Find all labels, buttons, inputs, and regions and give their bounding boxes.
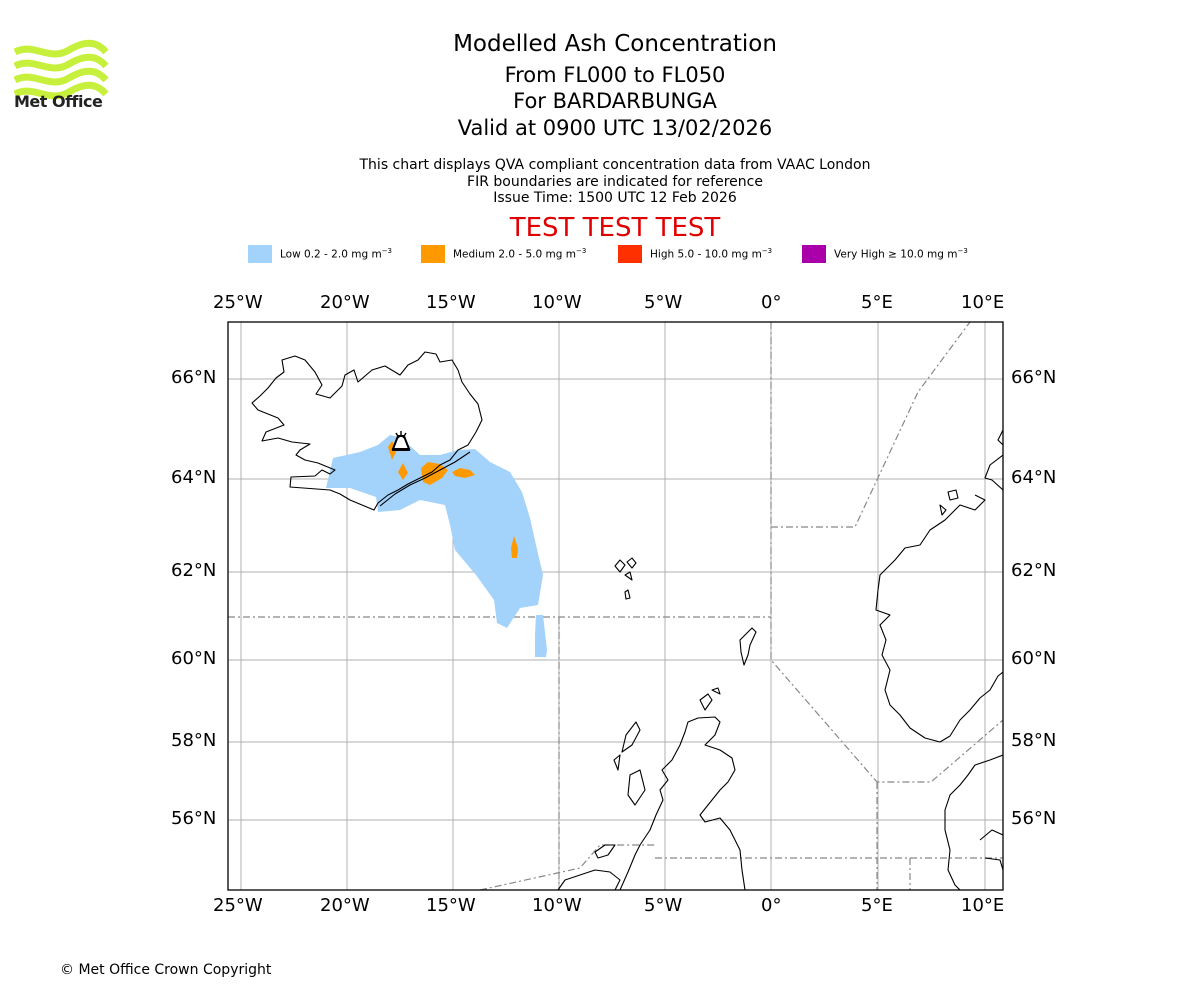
lat-tick-right-66n: 66°N <box>1011 367 1057 388</box>
lat-tick-left-64n: 64°N <box>171 467 217 488</box>
lon-tick-bottom-5e: 5°E <box>861 895 893 916</box>
legend-swatch-medium <box>421 245 445 263</box>
lat-tick-left-62n: 62°N <box>171 560 217 581</box>
fir-boundaries <box>228 322 1003 890</box>
lon-tick-top-10w: 10°W <box>532 292 582 313</box>
graticule <box>228 322 1003 890</box>
lat-tick-right-58n: 58°N <box>1011 730 1057 751</box>
lat-tick-right-56n: 56°N <box>1011 808 1057 829</box>
legend-label-medium: Medium 2.0 - 5.0 mg m−3 <box>453 247 587 261</box>
copyright: © Met Office Crown Copyright <box>60 962 272 978</box>
ash-low <box>326 435 547 657</box>
lon-tick-top-15w: 15°W <box>426 292 476 313</box>
lon-tick-bottom-10e: 10°E <box>961 895 1005 916</box>
legend-swatch-high <box>618 245 642 263</box>
legend-low: Low 0.2 - 2.0 mg m−3 <box>248 244 392 264</box>
lon-tick-bottom-0: 0° <box>761 895 782 916</box>
lon-tick-top-25w: 25°W <box>213 292 263 313</box>
lon-tick-bottom-20w: 20°W <box>320 895 370 916</box>
lat-tick-right-64n: 64°N <box>1011 467 1057 488</box>
lon-tick-bottom-25w: 25°W <box>213 895 263 916</box>
lon-tick-bottom-10w: 10°W <box>532 895 582 916</box>
lat-tick-left-56n: 56°N <box>171 808 217 829</box>
legend-high: High 5.0 - 10.0 mg m−3 <box>618 244 772 264</box>
legend-label-very-high: Very High ≥ 10.0 mg m−3 <box>834 247 968 261</box>
lon-tick-top-10e: 10°E <box>961 292 1005 313</box>
legend-label-low: Low 0.2 - 2.0 mg m−3 <box>280 247 393 261</box>
lon-tick-top-0: 0° <box>761 292 782 313</box>
lat-tick-right-60n: 60°N <box>1011 648 1057 669</box>
lon-tick-bottom-5w: 5°W <box>644 895 683 916</box>
volcano-name: For BARDARBUNGA <box>513 89 717 113</box>
legend-very-high: Very High ≥ 10.0 mg m−3 <box>802 244 968 264</box>
lon-tick-bottom-15w: 15°W <box>426 895 476 916</box>
logo-text: Met Office <box>14 92 103 111</box>
lat-tick-right-62n: 62°N <box>1011 560 1057 581</box>
chart-title: Modelled Ash Concentration <box>453 31 777 57</box>
lon-tick-top-5e: 5°E <box>861 292 893 313</box>
test-banner: TEST TEST TEST <box>509 213 721 243</box>
map-frame <box>227 321 1004 891</box>
info-line-1: This chart displays QVA compliant concen… <box>359 157 871 173</box>
lon-tick-top-5w: 5°W <box>644 292 683 313</box>
lat-tick-left-58n: 58°N <box>171 730 217 751</box>
info-line-2: FIR boundaries are indicated for referen… <box>467 174 763 190</box>
lat-tick-left-66n: 66°N <box>171 367 217 388</box>
legend-medium: Medium 2.0 - 5.0 mg m−3 <box>421 244 586 264</box>
legend-swatch-low <box>248 245 272 263</box>
valid-time: Valid at 0900 UTC 13/02/2026 <box>457 116 773 140</box>
met-office-logo <box>14 39 109 100</box>
flight-levels: From FL000 to FL050 <box>504 63 726 87</box>
coastlines <box>251 351 1003 890</box>
legend-label-high: High 5.0 - 10.0 mg m−3 <box>650 247 773 261</box>
volcano-icon <box>391 431 411 451</box>
issue-time: Issue Time: 1500 UTC 12 Feb 2026 <box>493 190 737 206</box>
legend-swatch-very-high <box>802 245 826 263</box>
lat-tick-left-60n: 60°N <box>171 648 217 669</box>
lon-tick-top-20w: 20°W <box>320 292 370 313</box>
